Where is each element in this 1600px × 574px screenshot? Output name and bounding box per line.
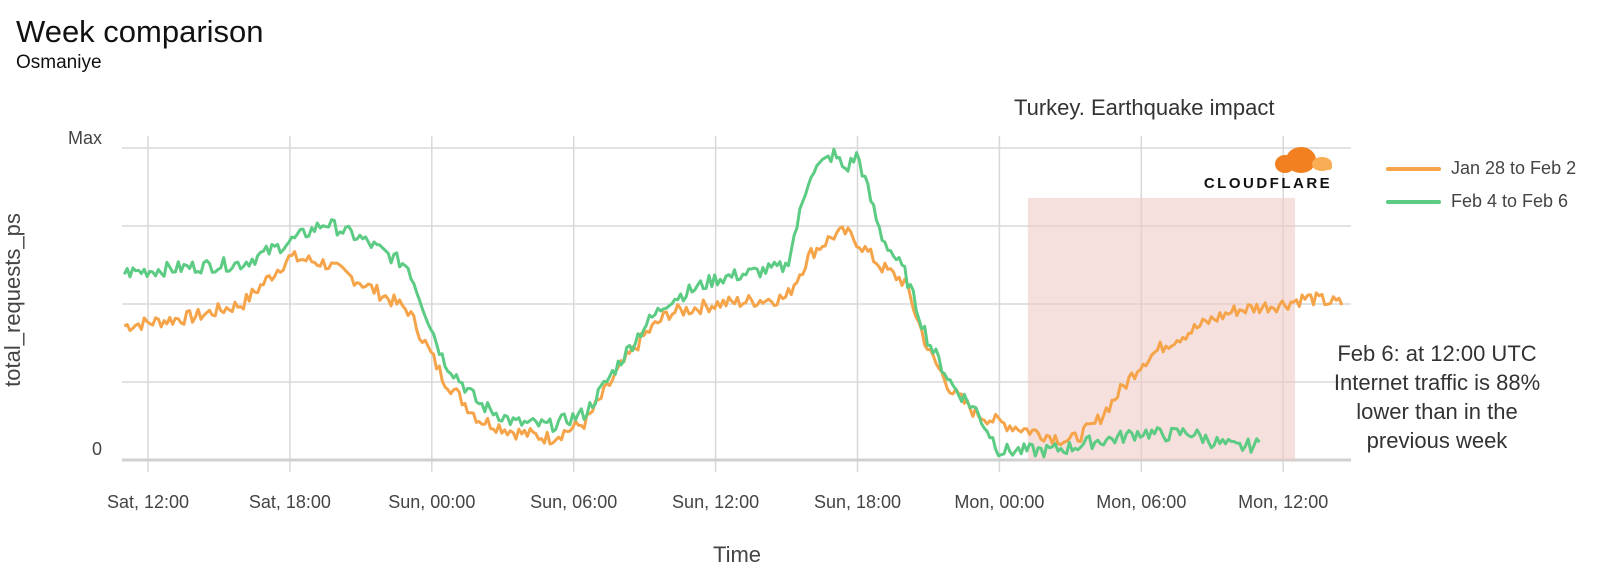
chart-subtitle: Osmaniye (16, 52, 102, 73)
legend-item-current-week[interactable]: Feb 4 to Feb 6 (1386, 185, 1576, 218)
x-tick-label: Sat, 12:00 (107, 492, 189, 512)
cloudflare-logo: CLOUDFLARE (1204, 147, 1332, 192)
chart-title: Week comparison (16, 14, 264, 49)
y-tick-label: 0 (92, 439, 102, 459)
series-line-2 (122, 147, 1261, 459)
highlight-region (1027, 197, 1296, 461)
legend-swatch (1386, 199, 1441, 204)
y-tick-label: Max (68, 128, 102, 148)
series-lines (122, 147, 1344, 459)
axis-ticks: Sat, 12:00 Sat, 18:00 Sun, 00:00 Sun, 06:00… (68, 128, 1328, 512)
x-tick-label: Sun, 18:00 (814, 492, 901, 512)
x-tick-label: Sun, 06:00 (530, 492, 617, 512)
legend-label: Feb 4 to Feb 6 (1451, 191, 1569, 211)
x-tick-label: Mon, 00:00 (954, 492, 1044, 512)
x-tick-label: Sun, 00:00 (388, 492, 475, 512)
x-tick-label: Sun, 12:00 (672, 492, 759, 512)
x-axis-label: Time (713, 542, 761, 567)
legend-label: Jan 28 to Feb 2 (1451, 158, 1577, 178)
cloud-icon (1275, 147, 1332, 173)
x-tick-label: Mon, 06:00 (1096, 492, 1186, 512)
y-axis-label: total_requests_ps (0, 213, 25, 387)
highlight-label: Turkey. Earthquake impact (1014, 95, 1275, 120)
legend-swatch (1386, 166, 1441, 171)
cloudflare-wordmark: CLOUDFLARE (1204, 175, 1332, 192)
impact-highlight (1027, 197, 1296, 461)
legend: Jan 28 to Feb 2 Feb 4 to Feb 6 (1386, 152, 1576, 218)
x-tick-label: Sat, 18:00 (249, 492, 331, 512)
traffic-drop-annotation: Feb 6: at 12:00 UTC Internet traffic is … (1333, 341, 1541, 453)
legend-item-previous-week[interactable]: Jan 28 to Feb 2 (1386, 152, 1576, 185)
series-line-1 (123, 225, 1344, 447)
x-tick-label: Mon, 12:00 (1238, 492, 1328, 512)
